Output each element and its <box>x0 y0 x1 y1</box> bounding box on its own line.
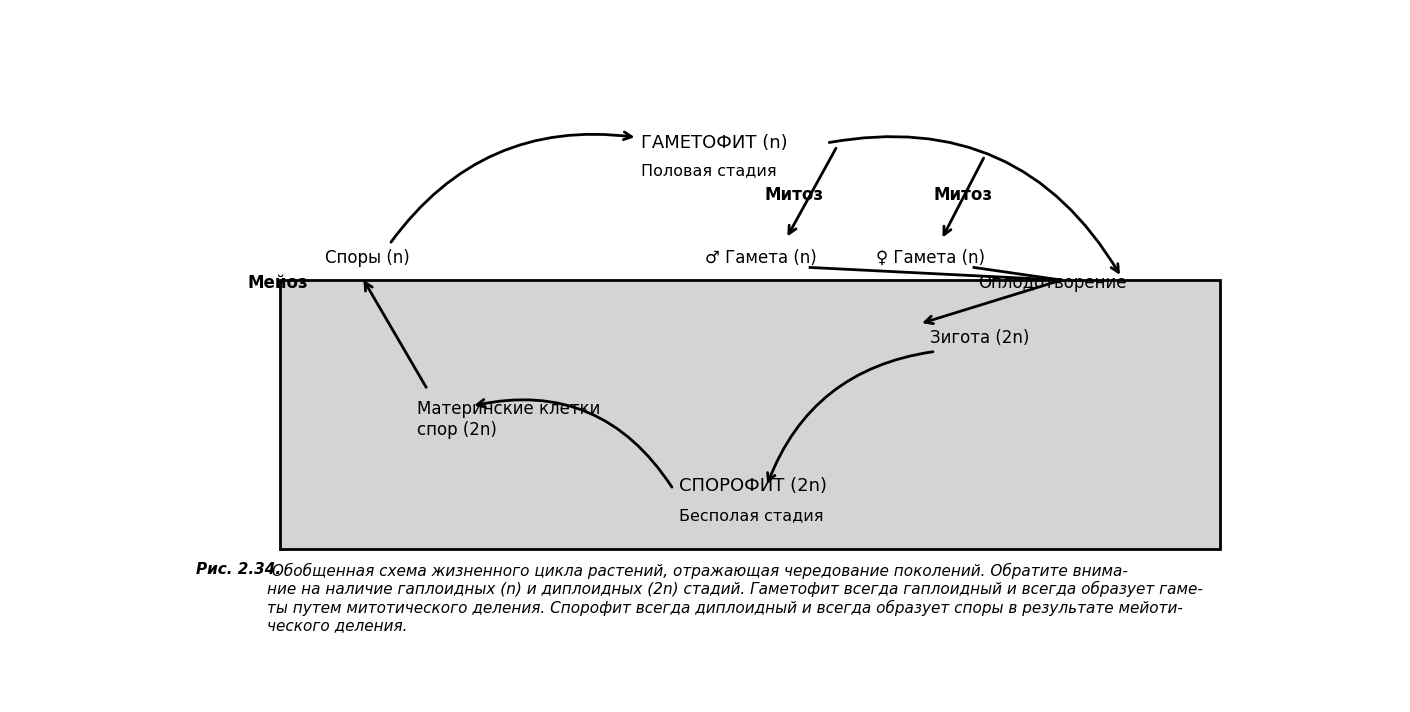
Text: ♀ Гамета (n): ♀ Гамета (n) <box>876 249 984 267</box>
Text: Митоз: Митоз <box>764 186 823 204</box>
Text: Материнские клетки
спор (2n): Материнские клетки спор (2n) <box>417 400 601 439</box>
Text: ГАМЕТОФИТ (n): ГАМЕТОФИТ (n) <box>640 134 787 152</box>
Text: ♂ Гамета (n): ♂ Гамета (n) <box>705 249 816 267</box>
Text: Обобщенная схема жизненного цикла растений, отражающая чередование поколений. Об: Обобщенная схема жизненного цикла растен… <box>266 562 1203 634</box>
Bar <box>281 280 1220 549</box>
Text: Споры (n): Споры (n) <box>326 249 410 267</box>
Text: Митоз: Митоз <box>933 186 993 204</box>
Text: Рис. 2.34.: Рис. 2.34. <box>196 562 281 577</box>
Text: Оплодотворение: Оплодотворение <box>979 274 1127 292</box>
Text: Бесполая стадия: Бесполая стадия <box>680 508 823 523</box>
Text: Половая стадия: Половая стадия <box>640 163 777 178</box>
Text: СПОРОФИТ (2n): СПОРОФИТ (2n) <box>680 476 826 495</box>
Text: Мейоз: Мейоз <box>247 274 307 292</box>
Text: Зигота (2n): Зигота (2n) <box>931 329 1029 347</box>
